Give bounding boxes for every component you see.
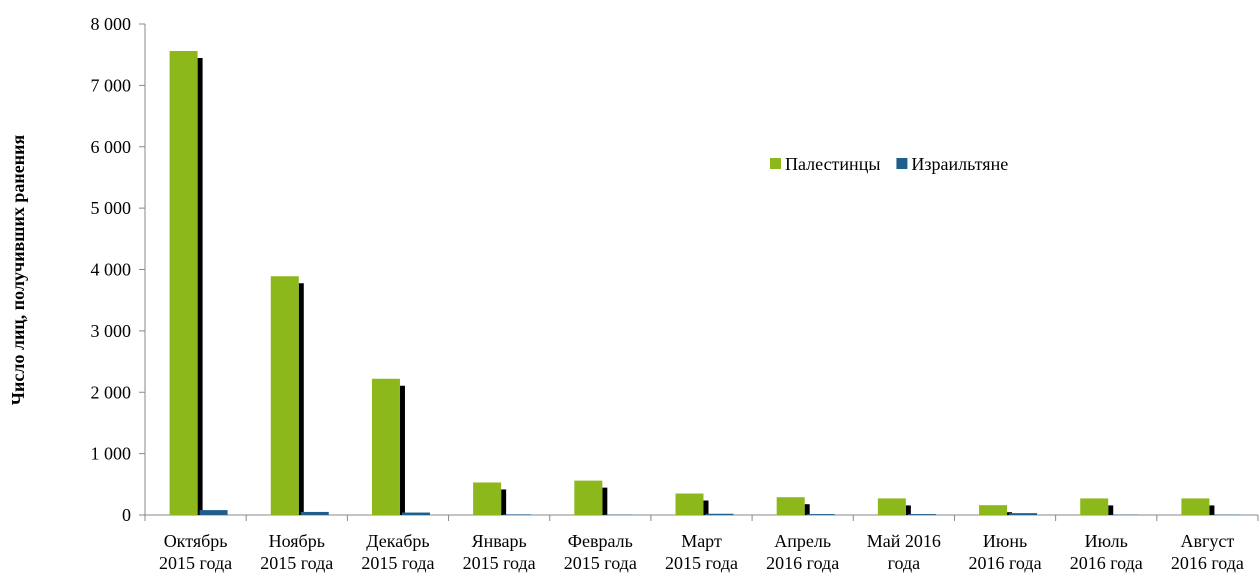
x-tick-label-line: Июнь: [983, 531, 1027, 551]
y-tick-label: 8 000: [91, 14, 132, 34]
x-tick-label-line: 2015 года: [260, 553, 333, 573]
bar: [907, 514, 936, 515]
x-tick-label: Октябрь 2015 года: [159, 531, 232, 573]
bar: [371, 378, 400, 515]
bar: [806, 514, 835, 515]
x-tick-label-line: Февраль: [568, 531, 633, 551]
bar: [877, 498, 906, 515]
x-tick-label-line: 2016 года: [766, 553, 839, 573]
x-tick-label: Май 2016 года: [867, 531, 941, 573]
bar: [1080, 498, 1109, 515]
x-tick-label: Август 2016 года: [1171, 531, 1244, 573]
x-tick-label: Январь 2015 года: [463, 531, 536, 573]
x-tick-label-line: 2016 года: [1070, 553, 1143, 573]
bar: [503, 514, 532, 515]
y-tick-label: 3 000: [91, 321, 132, 341]
bar: [473, 482, 502, 515]
bar: [979, 505, 1008, 515]
bar: [1181, 498, 1210, 515]
y-tick-label: 1 000: [91, 444, 132, 464]
bar-shadow: [399, 385, 405, 515]
x-tick-label-line: Май 2016: [867, 531, 941, 551]
x-tick-label-line: Август: [1181, 531, 1235, 551]
bar-shadow: [703, 500, 709, 515]
y-tick-label: 5 000: [91, 198, 132, 218]
legend-label: Палестинцы: [785, 154, 880, 174]
bar: [169, 51, 198, 515]
legend-swatch: [770, 158, 781, 169]
x-tick-label-line: года: [888, 553, 921, 573]
legend-label: Израильтяне: [911, 154, 1008, 174]
bar-shadow: [905, 505, 911, 515]
x-tick-label-line: Апрель: [774, 531, 831, 551]
bar: [776, 497, 805, 515]
x-tick-label-line: Январь: [472, 531, 527, 551]
bar: [199, 510, 228, 515]
bar: [1009, 513, 1038, 515]
x-tick-label-line: Октябрь: [164, 531, 228, 551]
bar: [270, 276, 299, 515]
bar-shadow: [501, 489, 507, 515]
x-tick-label-line: Июль: [1085, 531, 1128, 551]
y-tick-label: 4 000: [91, 260, 132, 280]
x-tick-label-line: Март: [681, 531, 722, 551]
bar-shadow: [1209, 505, 1215, 515]
x-tick-label-line: 2016 года: [1171, 553, 1244, 573]
x-tick-label: Июль 2016 года: [1070, 531, 1143, 573]
x-tick-label-line: 2015 года: [665, 553, 738, 573]
bar-shadow: [602, 487, 608, 515]
bar: [675, 493, 704, 515]
bar-shadow: [804, 504, 810, 515]
x-tick-label: Апрель 2016 года: [766, 531, 839, 573]
x-tick-label-line: 2015 года: [564, 553, 637, 573]
bar-shadow: [298, 283, 304, 515]
y-tick-label: 0: [122, 505, 131, 525]
bar-shadow: [197, 58, 203, 515]
y-tick-label: 2 000: [91, 382, 132, 402]
x-tick-label-line: 2016 года: [969, 553, 1042, 573]
x-tick-label: Декабрь 2015 года: [361, 531, 434, 573]
y-tick-label: 6 000: [91, 137, 132, 157]
legend-swatch: [896, 158, 908, 169]
bar: [705, 513, 734, 515]
y-axis-title: Число лиц, получивших ранения: [8, 135, 28, 406]
x-tick-label-line: 2015 года: [463, 553, 536, 573]
x-tick-label: Март 2015 года: [665, 531, 738, 573]
x-tick-label-line: 2015 года: [361, 553, 434, 573]
x-tick-label-line: Ноябрь: [269, 531, 325, 551]
x-tick-label-line: 2015 года: [159, 553, 232, 573]
x-tick-label-line: Декабрь: [366, 531, 429, 551]
x-tick-label: Февраль 2015 года: [564, 531, 637, 573]
x-tick-label: Ноябрь 2015 года: [260, 531, 333, 573]
bar: [300, 511, 329, 515]
x-tick-label: Июнь 2016 года: [969, 531, 1042, 573]
bar: [574, 480, 603, 515]
y-tick-label: 7 000: [91, 75, 132, 95]
bar-shadow: [1108, 505, 1114, 515]
bar: [401, 512, 430, 515]
